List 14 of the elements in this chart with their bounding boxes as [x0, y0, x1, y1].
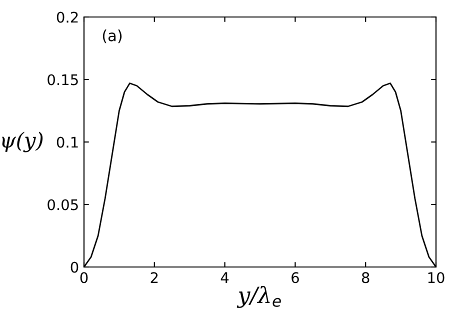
- annotation: (a): [102, 30, 122, 44]
- x-tick-label: 2: [150, 272, 158, 283]
- x-axis-title: y/λ$_{e}$: [236, 286, 281, 308]
- y-tick-label: 0.2: [56, 12, 78, 23]
- x-tick-label: 6: [292, 272, 299, 284]
- y-axis-title: ψ(y): [2, 132, 43, 152]
- x-tick-label: 0: [80, 272, 88, 284]
- y-tick-label: 0: [70, 262, 78, 273]
- x-tick-label: 8: [362, 272, 370, 284]
- x-tick-label: 4: [220, 272, 229, 283]
- x-tick-label: 10: [428, 272, 444, 284]
- y-tick-label: 0.1: [56, 136, 78, 148]
- y-tick-label: 0.05: [48, 199, 78, 210]
- y-tick-label: 0.15: [48, 74, 78, 86]
